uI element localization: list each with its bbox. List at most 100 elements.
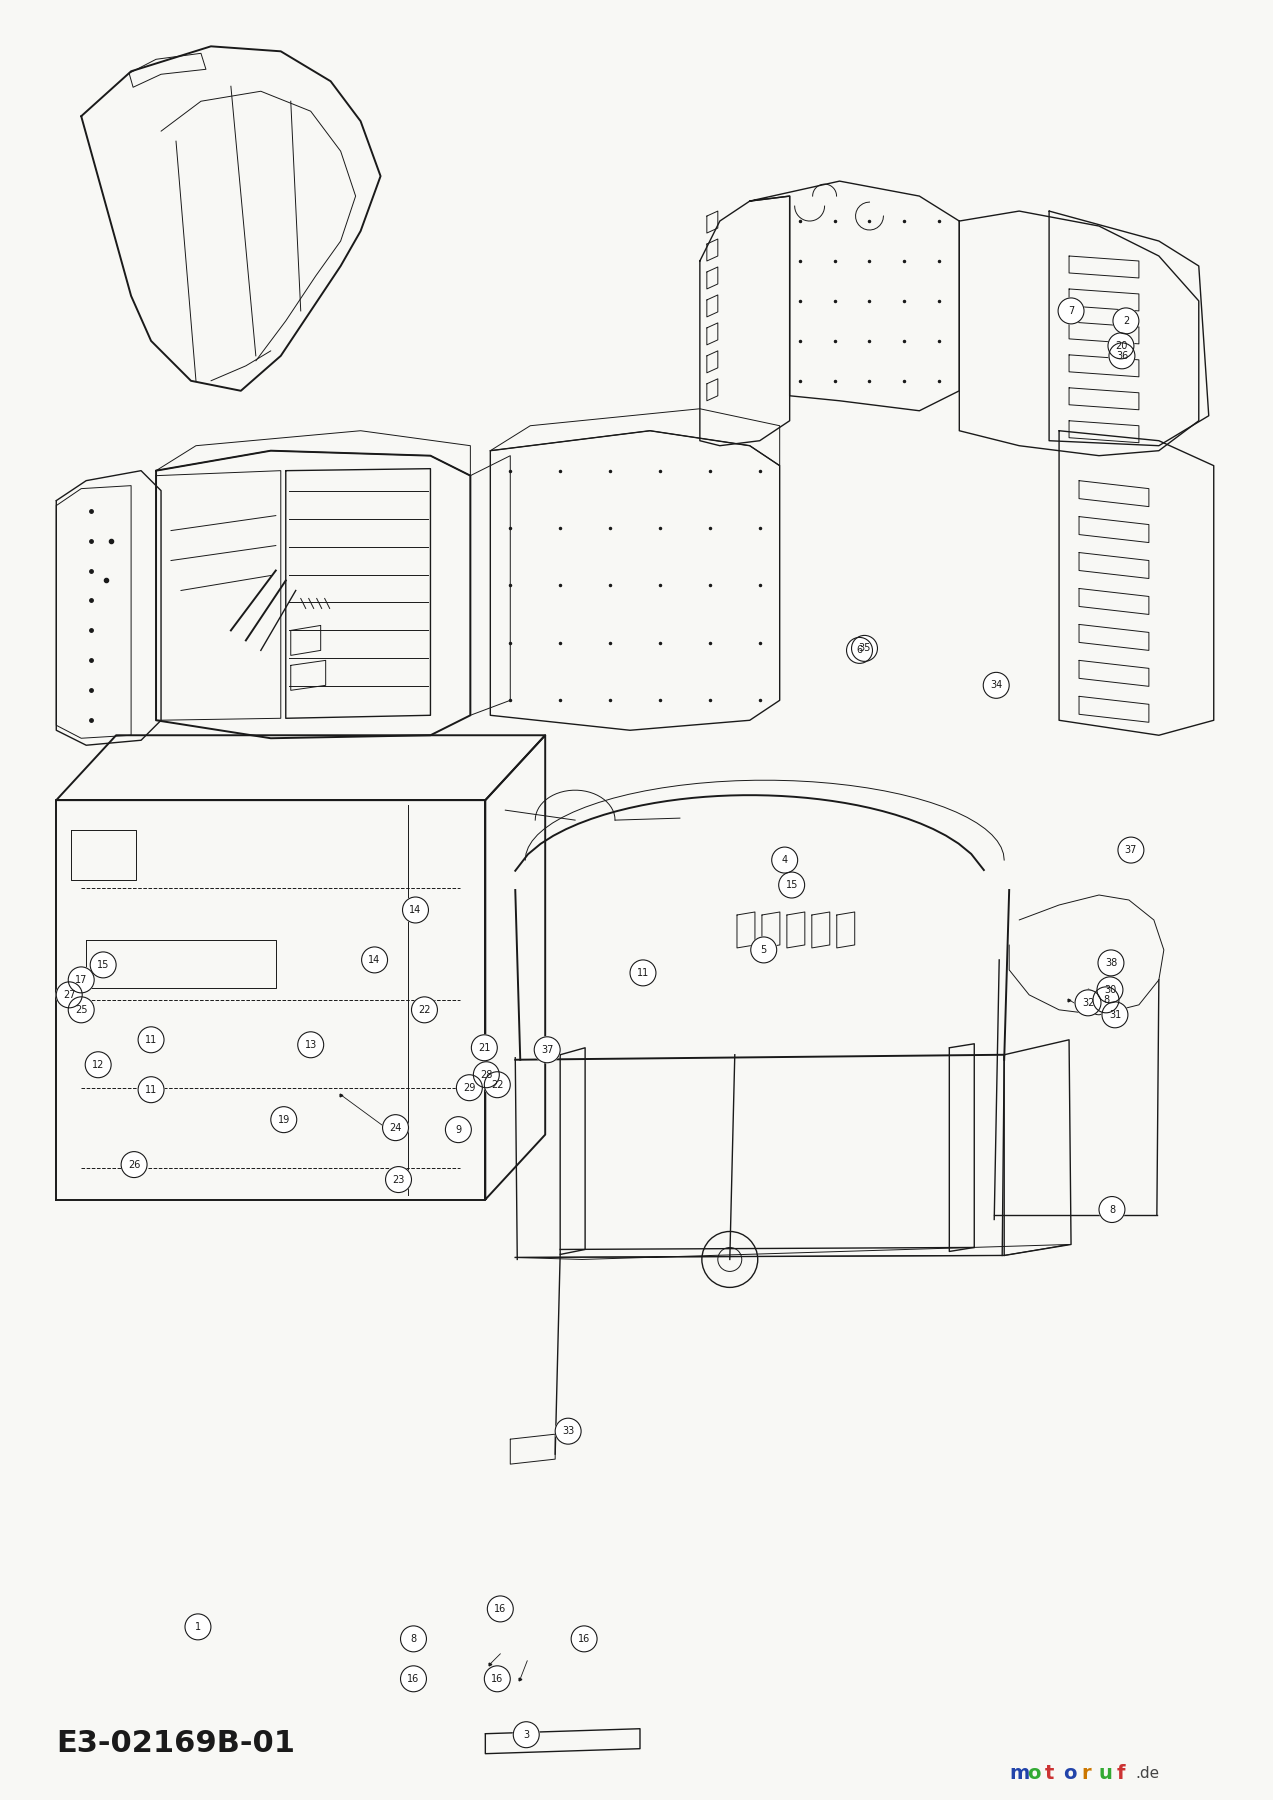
Text: 22: 22 [491,1080,504,1089]
Text: 15: 15 [785,880,798,889]
Text: 27: 27 [62,990,75,999]
Text: 11: 11 [636,968,649,977]
Circle shape [457,1075,482,1100]
Circle shape [69,967,94,994]
Circle shape [771,848,798,873]
Text: 11: 11 [145,1085,157,1094]
Circle shape [555,1418,580,1444]
Text: 14: 14 [410,905,421,914]
Text: u: u [1099,1764,1113,1784]
Circle shape [402,896,429,923]
Circle shape [1058,299,1085,324]
Circle shape [271,1107,297,1132]
Text: 20: 20 [1115,340,1127,351]
Circle shape [69,997,94,1022]
Text: 6: 6 [857,646,863,655]
Text: 12: 12 [92,1060,104,1069]
Circle shape [1099,950,1124,976]
Text: 9: 9 [456,1125,461,1134]
Text: f: f [1116,1764,1125,1784]
Text: 11: 11 [145,1035,157,1044]
Text: 32: 32 [1082,997,1095,1008]
Text: 23: 23 [392,1175,405,1184]
Circle shape [1113,308,1139,333]
Text: 15: 15 [97,959,109,970]
Circle shape [983,673,1009,698]
Text: 8: 8 [1109,1204,1115,1215]
Text: t: t [1045,1764,1054,1784]
Circle shape [484,1665,510,1692]
Circle shape [1108,333,1134,358]
Circle shape [779,871,805,898]
Text: 26: 26 [127,1159,140,1170]
Text: 34: 34 [990,680,1002,691]
Text: 33: 33 [561,1426,574,1436]
Circle shape [513,1723,540,1748]
Text: 30: 30 [1104,985,1116,995]
Circle shape [1118,837,1144,862]
Circle shape [751,938,777,963]
Circle shape [386,1166,411,1193]
Text: 4: 4 [782,855,788,866]
Circle shape [630,959,656,986]
Circle shape [484,1071,510,1098]
Text: 3: 3 [523,1730,530,1741]
Circle shape [85,1051,111,1078]
Text: 16: 16 [407,1674,420,1683]
Text: r: r [1081,1764,1091,1784]
Circle shape [137,1026,164,1053]
Text: 35: 35 [858,643,871,653]
Text: 37: 37 [1125,844,1137,855]
Text: 8: 8 [410,1634,416,1643]
Text: 24: 24 [390,1123,402,1132]
Circle shape [1102,1003,1128,1028]
Text: 5: 5 [760,945,766,956]
Circle shape [471,1035,498,1060]
Text: 16: 16 [494,1604,507,1615]
Circle shape [852,635,877,661]
Text: 28: 28 [480,1069,493,1080]
Circle shape [1074,990,1101,1015]
Circle shape [847,637,872,664]
Text: 13: 13 [304,1040,317,1049]
Text: 17: 17 [75,976,88,985]
Circle shape [90,952,116,977]
Text: o: o [1063,1764,1077,1784]
Text: 22: 22 [419,1004,430,1015]
Circle shape [572,1625,597,1652]
Text: 19: 19 [278,1114,290,1125]
Text: 29: 29 [463,1084,476,1093]
Circle shape [56,981,83,1008]
Text: 7: 7 [1068,306,1074,317]
Text: m: m [1009,1764,1030,1784]
Circle shape [488,1597,513,1622]
Text: 36: 36 [1116,351,1128,360]
Text: 37: 37 [541,1044,554,1055]
Text: 2: 2 [1123,315,1129,326]
Circle shape [1097,977,1123,1003]
Circle shape [411,997,438,1022]
Circle shape [362,947,387,972]
Text: 38: 38 [1105,958,1118,968]
Text: 25: 25 [75,1004,88,1015]
Circle shape [383,1114,409,1141]
Text: 8: 8 [1102,995,1109,1004]
Circle shape [298,1031,323,1058]
Circle shape [401,1665,426,1692]
Circle shape [1094,986,1119,1013]
Text: 16: 16 [578,1634,591,1643]
Circle shape [474,1062,499,1087]
Text: 21: 21 [479,1042,490,1053]
Text: 16: 16 [491,1674,503,1683]
Text: 31: 31 [1109,1010,1122,1021]
Circle shape [185,1615,211,1640]
Circle shape [121,1152,148,1177]
Text: o: o [1027,1764,1040,1784]
Circle shape [1109,342,1136,369]
Circle shape [446,1116,471,1143]
Text: 14: 14 [368,956,381,965]
Text: E3-02169B-01: E3-02169B-01 [56,1730,295,1759]
Circle shape [401,1625,426,1652]
Text: 1: 1 [195,1622,201,1633]
Circle shape [137,1076,164,1103]
